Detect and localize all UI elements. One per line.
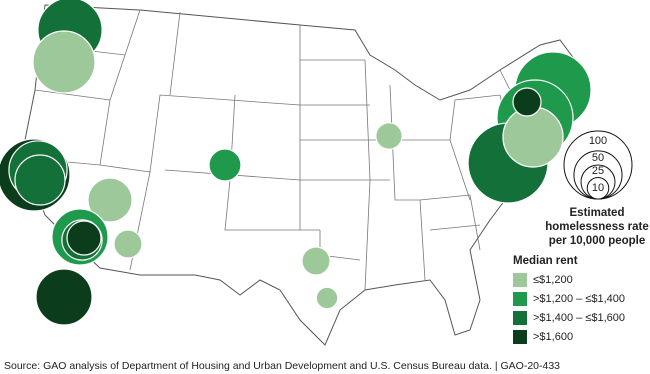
size-legend-label: 25 xyxy=(592,165,604,177)
size-legend-label: 50 xyxy=(592,152,604,164)
rent-swatch xyxy=(513,311,527,325)
bubble xyxy=(208,148,242,182)
size-legend-title: homelessness rate xyxy=(545,221,649,233)
rent-label: >$1,400 – ≤$1,600 xyxy=(533,312,625,324)
rent-swatch xyxy=(513,273,527,287)
bubble xyxy=(32,30,96,94)
source: Source: GAO analysis of Department of Ho… xyxy=(4,360,560,372)
rent-legend-title: Median rent xyxy=(513,255,578,267)
size-legend-label: 100 xyxy=(589,135,607,147)
rent-label: >$1,600 xyxy=(533,331,573,343)
rent-label: >$1,200 – ≤$1,400 xyxy=(533,293,625,305)
bubble xyxy=(375,122,403,150)
rent-label: ≤$1,200 xyxy=(533,274,573,286)
size-legend-circle xyxy=(586,176,610,200)
size-legend-label: 10 xyxy=(592,182,604,194)
bubble xyxy=(66,220,102,256)
size-legend-title: per 10,000 people xyxy=(549,235,646,247)
size-legend-title: Estimated xyxy=(570,207,625,219)
bubble xyxy=(87,177,133,223)
rent-swatch xyxy=(513,292,527,306)
rent-swatch xyxy=(513,330,527,344)
bubble xyxy=(512,87,542,117)
bubble xyxy=(502,106,564,168)
bubble xyxy=(113,229,143,259)
bubble xyxy=(301,246,331,276)
bubble xyxy=(35,268,93,326)
bubble xyxy=(315,286,339,310)
bubble xyxy=(14,154,66,206)
